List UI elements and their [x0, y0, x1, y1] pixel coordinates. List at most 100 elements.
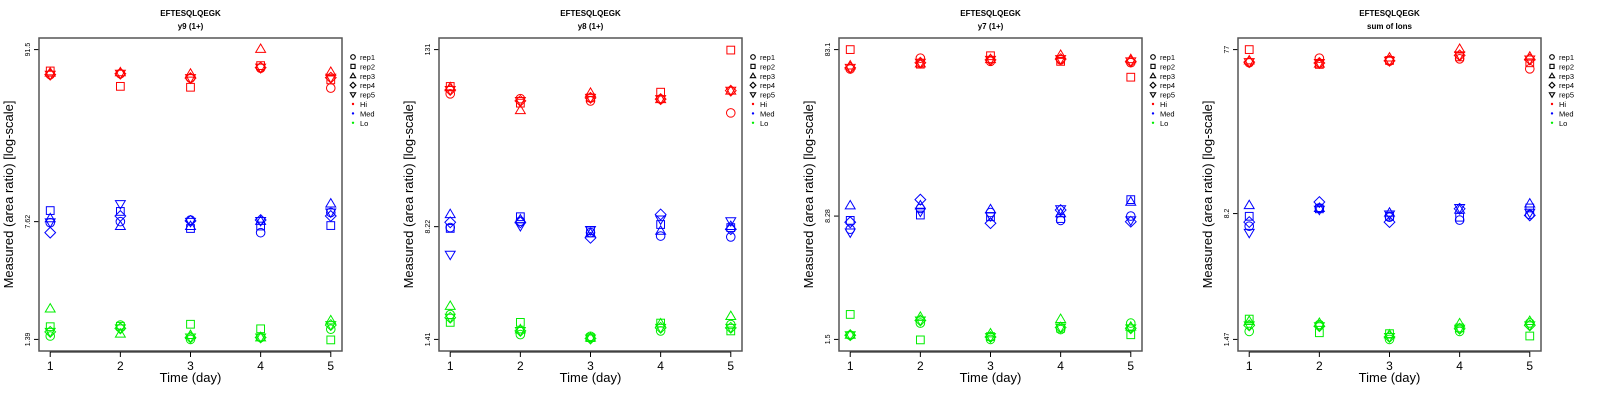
legend-rep3-marker [349, 72, 357, 79]
y-tick-label: 8.2 [1224, 209, 1231, 219]
point-med-rep5-day4 [1054, 205, 1067, 216]
point-med-rep4-day2 [514, 216, 527, 229]
point-med-rep2-day1 [845, 216, 855, 225]
y-tick-label: 77 [1224, 46, 1231, 54]
x-tick-label: 1 [847, 359, 854, 373]
y-tick-label: 91.5 [25, 43, 32, 57]
point-med-rep5-day3 [1383, 210, 1396, 221]
point-med-rep5-day4 [254, 216, 267, 227]
point-med-rep1-day4 [655, 231, 666, 241]
point-hi-rep5-day3 [584, 93, 597, 104]
point-hi-rep2-day5 [1126, 72, 1136, 82]
legend-rep4-label: rep4 [1559, 81, 1574, 90]
point-lo-rep2-day3 [186, 319, 195, 329]
chart-subtitle: sum of Ions [1367, 22, 1412, 31]
x-tick-label: 3 [187, 359, 194, 373]
point-hi-rep3-day4 [254, 42, 267, 53]
point-hi-rep2-day3 [986, 51, 995, 61]
x-tick-label: 4 [1057, 359, 1064, 373]
point-lo-rep3-day4 [654, 317, 667, 328]
point-hi-rep3-day2 [514, 104, 527, 115]
point-lo-rep1-day5 [325, 324, 336, 335]
point-med-rep5-day2 [514, 222, 527, 232]
x-tick-label: 2 [117, 359, 124, 373]
legend-rep4-marker [749, 81, 757, 89]
point-hi-rep5-day2 [1313, 59, 1326, 69]
legend-med-dot [1550, 112, 1554, 115]
point-lo-rep3-day5 [324, 314, 337, 325]
point-med-rep5-day4 [654, 215, 667, 226]
point-hi-rep5-day3 [1383, 56, 1396, 67]
legend-rep5-marker [349, 92, 357, 99]
x-tick-label: 3 [987, 359, 994, 373]
chart-title: EFTESQLQEGK [160, 9, 221, 18]
point-med-rep3-day4 [1453, 203, 1466, 214]
legend-lo-dot [1151, 121, 1155, 125]
chart-title: EFTESQLQEGK [1359, 9, 1420, 18]
legend-rep3-marker [1548, 72, 1556, 79]
x-tick-label: 4 [1456, 359, 1463, 373]
point-hi-rep3-day3 [184, 67, 197, 78]
point-med-rep4-day2 [1313, 195, 1326, 209]
y-tick-label: 8.22 [425, 220, 432, 234]
point-med-rep2-day2 [515, 212, 525, 222]
legend-med-label: Med [360, 109, 375, 118]
point-med-rep5-day3 [984, 212, 997, 223]
legend-hi-dot [351, 102, 355, 106]
point-med-rep5-day2 [114, 200, 127, 211]
point-med-rep1-day4 [1454, 215, 1465, 225]
x-tick-label: 1 [447, 359, 454, 373]
point-lo-rep2-day5 [1126, 330, 1136, 340]
legend-med-label: Med [1160, 109, 1175, 118]
point-hi-rep3-day3 [1383, 51, 1396, 62]
legend-rep5-label: rep5 [1160, 91, 1175, 100]
legend-rep1-label: rep1 [760, 53, 775, 62]
point-med-rep3-day5 [724, 220, 737, 230]
point-med-rep1-day4 [255, 227, 266, 238]
panel-2: EFTESQLQEGK y8 (1+) 1 2 3 4 5 Time (day) 1.41 8.2… [401, 9, 775, 385]
legend-rep4-label: rep4 [1160, 81, 1175, 90]
legend-lo-label: Lo [1559, 119, 1567, 128]
y-tick-label: 83.1 [825, 43, 832, 57]
point-hi-rep1-day5 [325, 83, 336, 93]
point-lo-rep3-day3 [984, 327, 997, 338]
point-hi-rep5-day3 [184, 74, 197, 85]
point-med-rep3-day1 [844, 199, 857, 210]
point-med-rep2-day1 [1244, 211, 1254, 221]
x-tick-label: 1 [47, 359, 54, 373]
legend-rep4-marker [349, 81, 357, 89]
legend-med-dot [751, 112, 755, 115]
y-tick-label: 1.47 [1224, 332, 1231, 346]
point-lo-rep5-day5 [1523, 321, 1536, 332]
x-tick-label: 2 [517, 359, 524, 373]
point-med-rep4-day5 [1523, 209, 1536, 222]
point-hi-rep5-day5 [324, 73, 337, 84]
legend-lo-dot [751, 121, 755, 125]
point-hi-rep2-day3 [186, 82, 195, 92]
point-lo-rep3-day4 [1453, 317, 1466, 328]
point-med-rep3-day4 [654, 224, 667, 235]
legend-lo-label: Lo [360, 119, 368, 128]
point-hi-rep3-day3 [584, 86, 597, 97]
point-med-rep4-day5 [324, 209, 337, 223]
point-med-rep5-day1 [844, 228, 857, 239]
point-med-rep5-day1 [1243, 228, 1256, 239]
point-med-rep4-day3 [1383, 215, 1396, 229]
chart-subtitle: y7 (1+) [978, 22, 1004, 31]
point-med-rep2-day4 [256, 221, 266, 231]
point-hi-rep3-day2 [114, 66, 127, 77]
y-tick-label: 1.41 [425, 332, 432, 346]
point-lo-rep5-day5 [724, 323, 737, 334]
point-hi-rep5-day1 [1243, 58, 1256, 69]
point-med-rep4-day1 [1243, 215, 1256, 229]
legend-hi-dot [1151, 102, 1155, 106]
point-med-rep3-day2 [1313, 202, 1326, 212]
point-lo-rep5-day1 [444, 313, 457, 324]
point-hi-rep1-day1 [445, 89, 456, 99]
x-tick-label: 4 [257, 359, 264, 373]
point-med-rep5-day2 [914, 207, 927, 218]
x-tick-label: 5 [1526, 359, 1533, 373]
point-med-rep5-day1 [444, 250, 457, 261]
legend-med-dot [1151, 112, 1155, 115]
